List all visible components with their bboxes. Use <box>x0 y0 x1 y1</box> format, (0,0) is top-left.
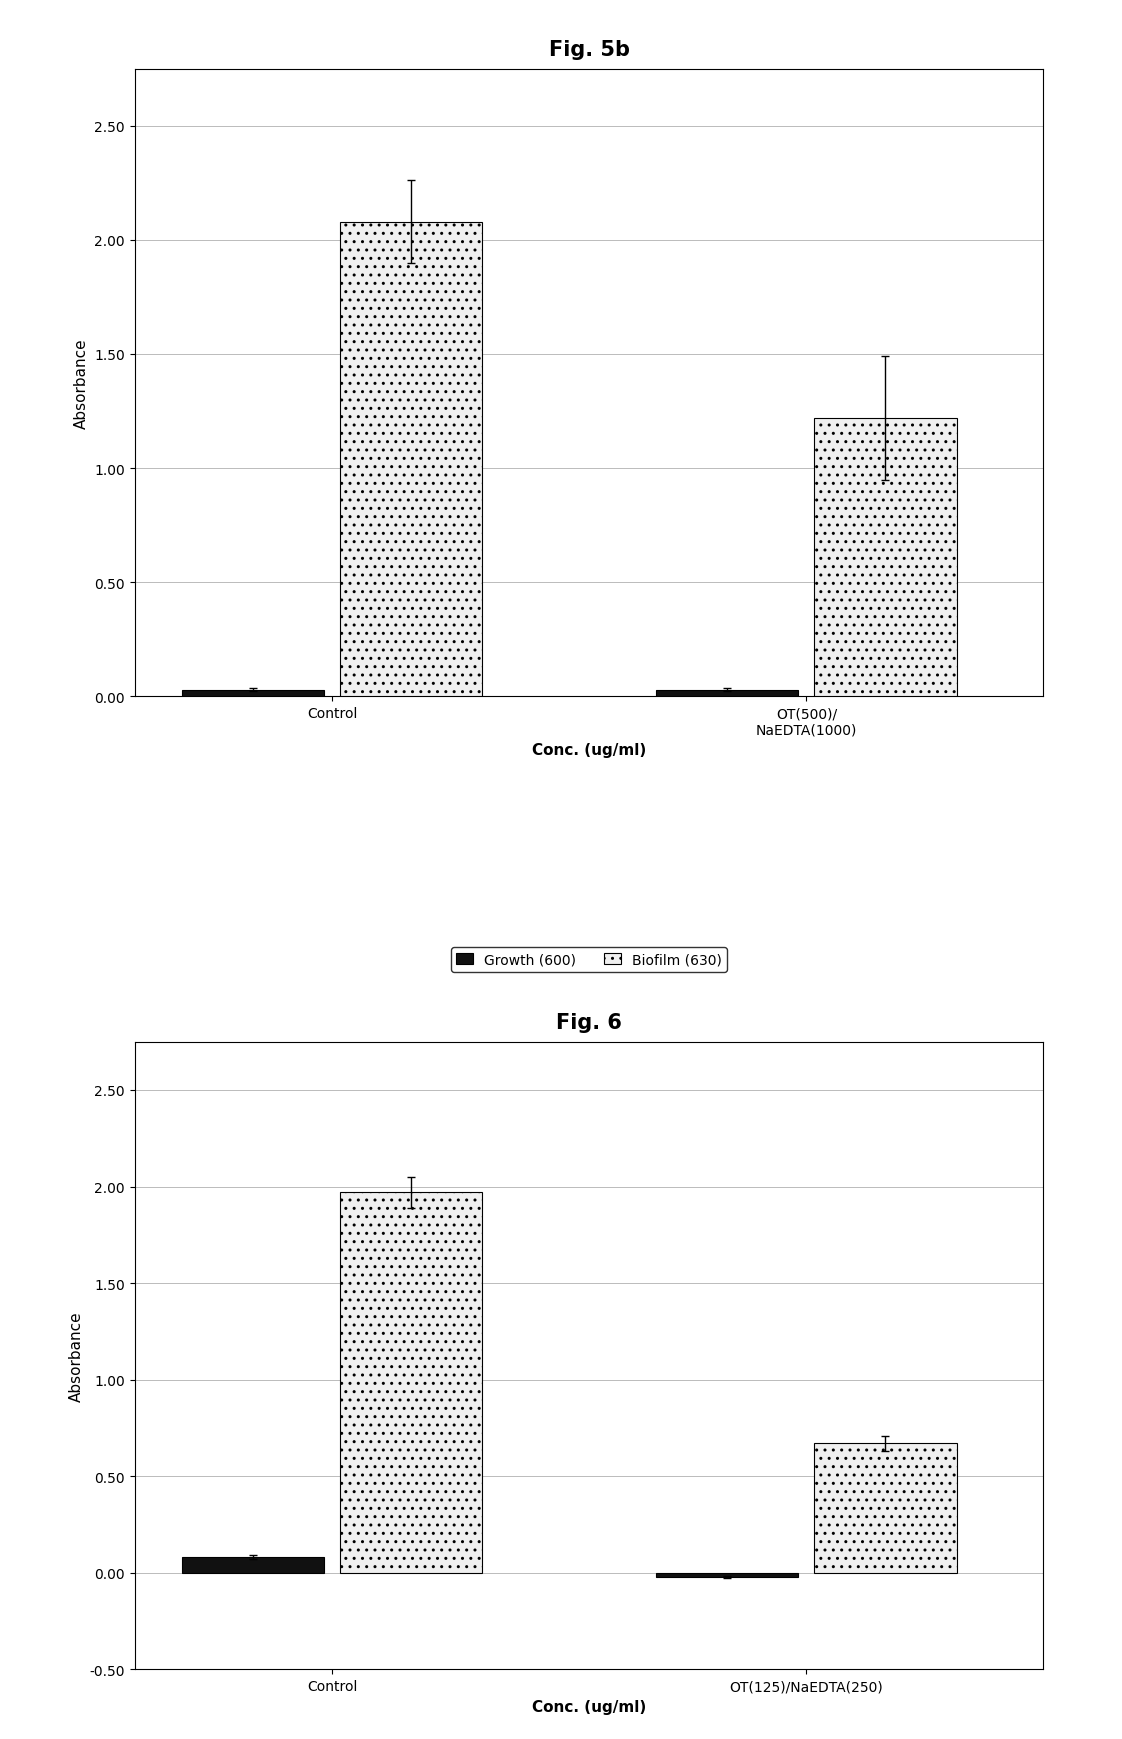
X-axis label: Conc. (ug/ml): Conc. (ug/ml) <box>532 743 646 758</box>
Bar <box>182 690 324 697</box>
Bar <box>340 1193 482 1572</box>
Bar <box>656 1572 799 1577</box>
Bar <box>340 223 482 697</box>
Bar <box>182 1558 324 1572</box>
Title: Fig. 6: Fig. 6 <box>557 1012 622 1033</box>
X-axis label: Conc. (ug/ml): Conc. (ug/ml) <box>532 1699 646 1713</box>
Y-axis label: Absorbance: Absorbance <box>68 1311 84 1402</box>
Bar <box>656 690 799 697</box>
Bar <box>815 419 957 697</box>
Y-axis label: Absorbance: Absorbance <box>74 337 89 428</box>
Title: Fig. 5b: Fig. 5b <box>549 40 629 59</box>
Bar <box>815 1443 957 1572</box>
Legend: Growth (600), Biofilm (630): Growth (600), Biofilm (630) <box>451 948 727 972</box>
